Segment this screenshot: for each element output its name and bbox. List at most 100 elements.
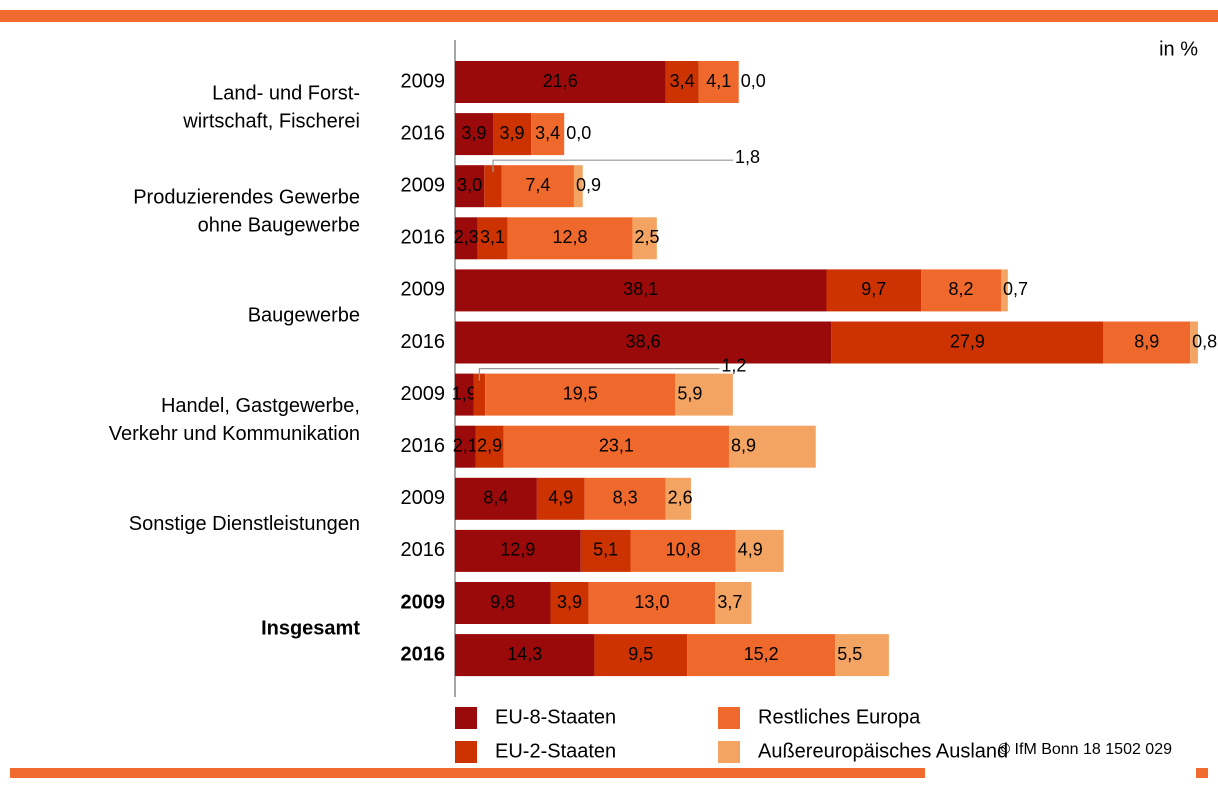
legend-swatch	[455, 707, 477, 729]
value-label: 7,4	[525, 175, 550, 195]
group-label: Land- und Forst-	[212, 82, 360, 104]
bar-segment	[455, 269, 827, 312]
unit-label: in %	[1159, 38, 1198, 60]
year-label: 2009	[401, 383, 446, 405]
value-label: 1,2	[721, 355, 746, 375]
bar-segment	[665, 61, 699, 103]
group-label: wirtschaft, Fischerei	[182, 110, 360, 132]
bar-segment	[485, 373, 676, 416]
legend-swatch	[718, 741, 740, 763]
year-label: 2009	[401, 279, 446, 301]
bar-segment	[455, 425, 476, 468]
bar-segment	[455, 113, 494, 156]
bar-segment	[632, 217, 657, 260]
bar-segment	[455, 217, 478, 260]
value-label: 1,9	[452, 383, 477, 403]
value-label: 2,9	[477, 435, 502, 455]
value-label: 8,2	[949, 279, 974, 299]
leader-line	[478, 368, 720, 381]
value-label: 23,1	[599, 435, 634, 455]
bar-segment	[1190, 321, 1198, 364]
year-label: 2009	[401, 70, 446, 92]
value-label: 3,4	[670, 71, 695, 91]
bar-segment	[584, 477, 666, 520]
bar-segment	[675, 373, 733, 416]
value-label: 9,5	[628, 644, 653, 664]
value-label: 0,9	[576, 175, 601, 195]
bar-segment	[715, 582, 752, 624]
bar-segment	[455, 373, 474, 416]
bar-segment	[588, 582, 716, 624]
bottom-square	[1196, 768, 1208, 778]
bar-segment	[735, 529, 784, 572]
value-label: 2,6	[668, 488, 693, 508]
value-label: 3,1	[480, 227, 505, 247]
bar-segment	[835, 634, 889, 677]
bar-segment	[455, 165, 485, 208]
value-label: 4,1	[706, 71, 731, 91]
value-label: 1,8	[735, 147, 760, 167]
year-label: 2016	[401, 539, 446, 561]
bar-segment	[687, 634, 836, 677]
group-label: Handel, Gastgewerbe,	[161, 395, 360, 417]
bar-segment	[826, 269, 922, 312]
legend-label: EU-8-Staaten	[495, 706, 616, 728]
leader-line	[492, 159, 734, 173]
year-label: 2016	[401, 122, 446, 144]
bar-segment	[1103, 321, 1191, 364]
bar-segment	[536, 477, 585, 520]
value-label: 2,5	[634, 227, 659, 247]
bar-segment	[507, 217, 633, 260]
group-label: ohne Baugewerbe	[198, 215, 360, 237]
group-label: Sonstige Dienstleistungen	[129, 513, 360, 535]
legend-label: Restliches Europa	[758, 706, 921, 728]
value-label: 27,9	[950, 331, 985, 351]
value-label: 5,9	[677, 383, 702, 403]
value-label: 19,5	[563, 383, 598, 403]
year-label: 2016	[401, 435, 446, 457]
legend-label: EU-2-Staaten	[495, 740, 616, 762]
group-label: Baugewerbe	[248, 305, 360, 327]
bar-segment	[531, 113, 565, 156]
value-label: 0,7	[1003, 279, 1028, 299]
value-label: 3,4	[535, 123, 560, 143]
bar-segment	[455, 61, 666, 103]
value-label: 8,9	[731, 435, 756, 455]
bar-segment	[501, 165, 574, 208]
year-label: 2009	[401, 591, 446, 613]
value-label: 3,7	[717, 592, 742, 612]
value-label: 14,3	[507, 644, 542, 664]
bar-segment	[698, 61, 739, 103]
bar-segment	[455, 477, 537, 520]
legend-label: Außereuropäisches Ausland	[758, 740, 1008, 762]
bar-segment	[665, 477, 691, 520]
bar-segment	[921, 269, 1001, 312]
value-label: 21,6	[543, 71, 578, 91]
value-label: 3,0	[457, 175, 482, 195]
year-label: 2016	[401, 643, 446, 665]
bar-segment	[455, 529, 581, 572]
group-label: Verkehr und Kommunikation	[109, 423, 360, 445]
bar-segment	[473, 373, 486, 416]
bar-segment	[455, 321, 832, 364]
value-label: 5,1	[593, 540, 618, 560]
year-label: 2009	[401, 487, 446, 509]
bar-segment	[630, 529, 736, 572]
footer: © IfM Bonn 18 1502 029	[998, 741, 1172, 758]
top-band	[0, 10, 1218, 22]
value-label: 12,9	[500, 540, 535, 560]
value-label: 10,8	[666, 540, 701, 560]
value-label: 3,9	[461, 123, 486, 143]
value-label: 4,9	[738, 540, 763, 560]
year-label: 2016	[401, 227, 446, 249]
year-label: 2009	[401, 174, 446, 196]
value-label: 15,2	[744, 644, 779, 664]
bottom-band	[10, 768, 925, 778]
value-label: 2,3	[454, 227, 479, 247]
value-label: 8,4	[483, 488, 508, 508]
bar-segment	[831, 321, 1104, 364]
bar-segment	[728, 425, 816, 468]
value-label: 8,9	[1134, 331, 1159, 351]
legend-swatch	[455, 741, 477, 763]
